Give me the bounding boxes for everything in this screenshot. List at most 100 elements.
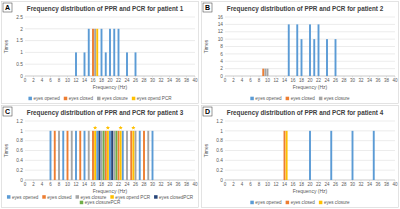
- x-tick-label: 0: [224, 78, 227, 83]
- y-tick-label: 0.6: [16, 148, 23, 153]
- bar: [107, 131, 109, 180]
- bar: [122, 131, 124, 180]
- x-tick-label: 4: [41, 78, 44, 83]
- plot-area: [75, 29, 136, 76]
- bar: [101, 29, 103, 76]
- y-tick-label: 6: [220, 52, 223, 57]
- y-tick-label: 0.4: [16, 158, 23, 163]
- legend-item: eyes closure: [97, 96, 128, 101]
- legend-item: eyes closed: [42, 195, 72, 200]
- y-axis-label: Times: [203, 39, 209, 53]
- x-tick-label: 36: [375, 78, 381, 83]
- panel-label: B: [205, 4, 210, 11]
- x-tick-label: 4: [41, 182, 44, 187]
- y-tick-label: 1: [20, 50, 23, 55]
- star-marker: [106, 126, 110, 130]
- panel-frame: [202, 106, 399, 208]
- x-tick-label: 10: [65, 182, 71, 187]
- x-tick-label: 38: [184, 182, 190, 187]
- x-tick-label: 0: [24, 78, 27, 83]
- bar: [143, 131, 145, 180]
- x-tick-label: 32: [158, 182, 164, 187]
- y-tick-label: 1.2: [16, 119, 23, 124]
- bar: [113, 131, 115, 180]
- bar: [309, 131, 311, 180]
- legend-swatch: [7, 195, 11, 199]
- bar: [286, 131, 288, 180]
- x-tick-label: 36: [175, 78, 181, 83]
- x-tick-label: 26: [133, 182, 139, 187]
- legend-label: eyes closed: [69, 96, 94, 101]
- x-tick-label: 14: [282, 78, 288, 83]
- x-tick-label: 2: [32, 78, 35, 83]
- y-tick-label: 14: [218, 22, 224, 27]
- legend-label: eyes opened: [33, 96, 60, 101]
- x-tick-label: 12: [273, 78, 279, 83]
- x-tick-label: 34: [167, 78, 173, 83]
- legend-item: eyes opened: [28, 96, 60, 101]
- y-axis-label: Times: [3, 143, 9, 157]
- x-axis-label: Frequency (Hz): [93, 188, 128, 194]
- legend-label: eyes opened: [12, 195, 39, 200]
- legend-swatch: [250, 201, 254, 205]
- x-tick-label: 28: [141, 182, 147, 187]
- x-tick-label: 12: [73, 78, 79, 83]
- bar: [75, 52, 77, 76]
- legend-swatch: [250, 97, 254, 101]
- y-tick-label: 8: [220, 44, 223, 49]
- x-tick-label: 2: [32, 182, 35, 187]
- panel: CFrequency distribution of PPR and PCR f…: [2, 106, 199, 208]
- plot-area: [284, 131, 375, 180]
- x-tick-label: 38: [184, 78, 190, 83]
- bar: [105, 131, 107, 180]
- x-tick-label: 38: [384, 182, 390, 187]
- chart-title: Frequency distribution of PPR and PCR fo…: [227, 109, 384, 117]
- bar: [352, 131, 354, 180]
- bar: [326, 39, 328, 76]
- x-tick-label: 32: [358, 182, 364, 187]
- legend-label: eyes opend PCR: [137, 96, 172, 101]
- y-tick-label: 0.4: [216, 158, 223, 163]
- legend-label: eyes closure: [324, 200, 350, 205]
- star-marker: [93, 126, 97, 130]
- x-tick-label: 26: [333, 182, 339, 187]
- chart-title: Frequency distribution of PPR and PCR fo…: [27, 5, 184, 13]
- plot-area: [50, 126, 154, 180]
- x-tick-label: 32: [158, 78, 164, 83]
- y-tick-label: 2.5: [16, 15, 23, 20]
- bar: [115, 131, 117, 180]
- x-tick-label: 14: [282, 182, 288, 187]
- grid-line: [25, 121, 195, 122]
- bar: [105, 52, 107, 76]
- legend-label: eyes closure: [324, 96, 350, 101]
- bar: [58, 131, 60, 180]
- legend-label: eyes closed: [47, 195, 72, 200]
- panel: DFrequency distribution of PPR and PCR f…: [202, 106, 399, 208]
- y-tick-label: 4: [220, 59, 223, 64]
- legend: eyes openedeyes closedeyes closure: [250, 200, 350, 205]
- bar: [373, 131, 375, 180]
- panel: BFrequency distribution of PPR and PCR f…: [202, 2, 399, 104]
- bar: [288, 24, 290, 76]
- x-tick-label: 14: [82, 182, 88, 187]
- legend-item: eyes closurePCR: [80, 200, 121, 205]
- legend-item: eyes opend PCR: [110, 195, 150, 200]
- star-marker: [131, 126, 135, 130]
- legend-item: eyes opened: [250, 96, 282, 101]
- legend-swatch: [28, 97, 32, 101]
- bar: [264, 69, 266, 76]
- bar: [284, 131, 286, 180]
- legend-swatch: [97, 97, 101, 101]
- bar: [103, 131, 105, 180]
- bar: [94, 29, 96, 76]
- x-tick-label: 12: [273, 182, 279, 187]
- x-tick-label: 30: [350, 182, 356, 187]
- bar: [118, 29, 120, 76]
- legend-swatch: [132, 97, 136, 101]
- y-tick-label: 0.6: [216, 148, 223, 153]
- legend-swatch: [286, 97, 290, 101]
- legend-label: eyes closurePCR: [85, 200, 121, 205]
- legend-item: eyes opened: [7, 195, 39, 200]
- x-tick-label: 6: [49, 78, 52, 83]
- legend-label: eyes closure: [102, 96, 128, 101]
